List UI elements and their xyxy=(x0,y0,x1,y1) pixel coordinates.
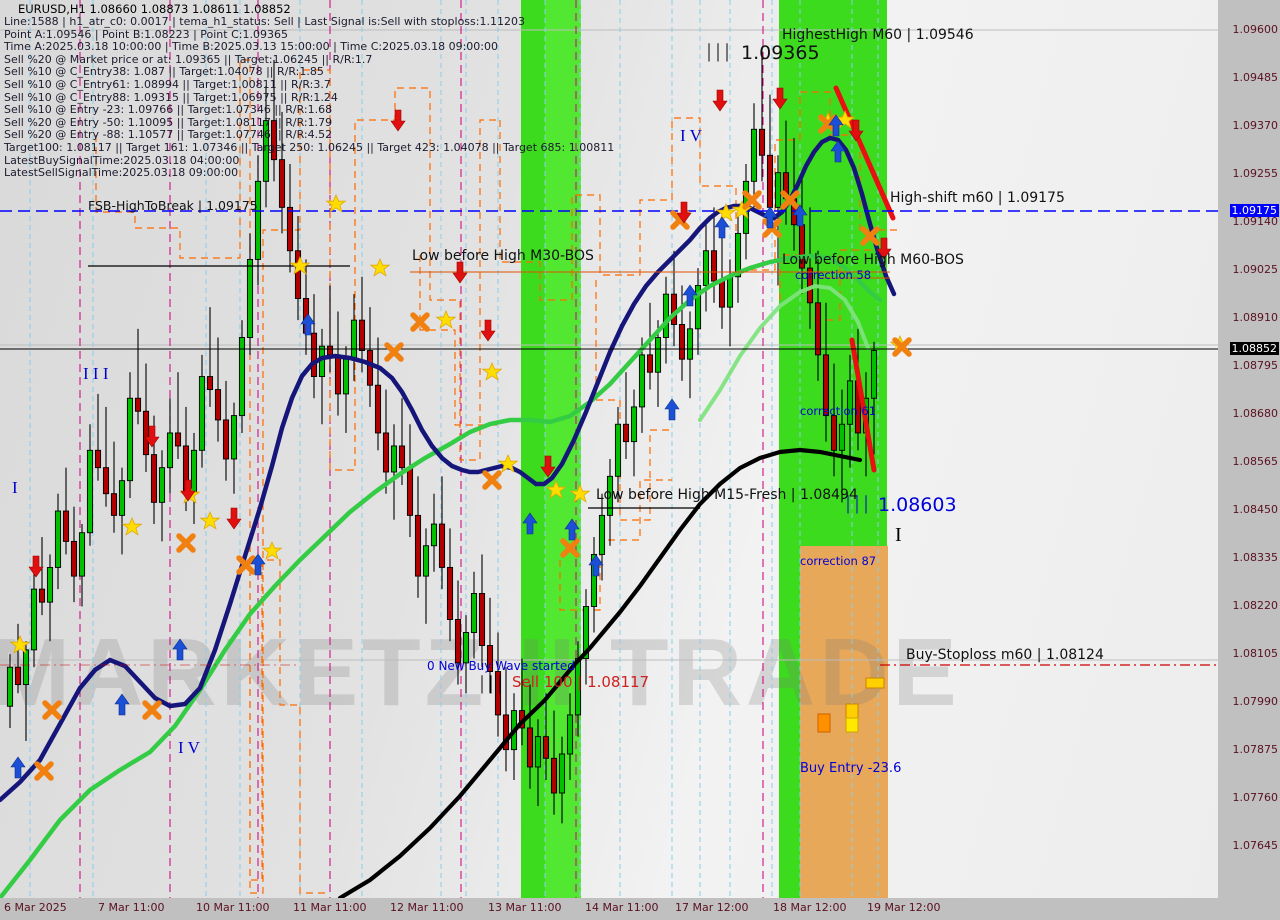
annotation-low-before-high-m60: Low before High M60-BOS xyxy=(782,252,964,268)
annotation-sell-100: Sell 100 | 1.08117 xyxy=(512,673,650,691)
time-tick-9: 19 Mar 12:00 xyxy=(867,901,941,914)
wave-label-3: I V xyxy=(680,126,702,145)
time-tick-3: 11 Mar 11:00 xyxy=(293,901,367,914)
wave-mark-below-price: I xyxy=(895,524,902,546)
price-tick-2: 1.09370 xyxy=(1232,119,1279,132)
annotation-high-shift-m60: High-shift m60 | 1.09175 xyxy=(890,190,1065,206)
annotation-fsb-high-to-break: FSB-HighToBreak | 1.09175 xyxy=(88,198,258,213)
wave-label-0: I xyxy=(12,478,18,497)
time-tick-2: 10 Mar 11:00 xyxy=(196,901,270,914)
wave-label-1: I I I xyxy=(83,364,109,383)
candlestick-series xyxy=(6,46,878,824)
time-tick-0: 6 Mar 2025 xyxy=(4,901,67,914)
annotation-buy-stoploss-m60: Buy-Stoploss m60 | 1.08124 xyxy=(906,647,1104,663)
time-tick-4: 12 Mar 11:00 xyxy=(390,901,464,914)
session-separators xyxy=(79,0,764,898)
price-tick-0: 1.09600 xyxy=(1232,23,1279,36)
ma-secondary-lightgreen xyxy=(698,283,870,422)
price-tick-9: 1.08565 xyxy=(1232,455,1279,468)
position-boxes xyxy=(817,677,885,733)
ma-slow-green xyxy=(0,253,883,898)
ma-long-black xyxy=(337,447,863,898)
price-tick-1: 1.09485 xyxy=(1232,71,1279,84)
bid-price-label: 1.09175 xyxy=(1229,204,1279,217)
price-tick-14: 1.07990 xyxy=(1232,695,1279,708)
wave-mark-point-c: | | | xyxy=(707,40,730,62)
annotation-low-before-high-m30: Low before High M30-BOS xyxy=(412,248,594,264)
price-tick-4: 1.09140 xyxy=(1232,215,1279,228)
price-tick-6: 1.08910 xyxy=(1232,311,1279,324)
annotation-current-price: 1.08603 xyxy=(878,494,957,516)
annotation-point-c-price: 1.09365 xyxy=(741,42,820,64)
annotation-correction-58: correction 58 xyxy=(795,268,872,282)
wave-label-2: I V xyxy=(178,738,200,757)
price-tick-13: 1.08105 xyxy=(1232,647,1279,660)
annotation-correction-61: correction 61 xyxy=(800,404,877,418)
annotation-low-before-high-m15: Low before High M15-Fresh | 1.08494 xyxy=(596,487,858,503)
horizontal-gridlines xyxy=(0,29,1218,661)
day-separators xyxy=(29,0,879,898)
wave-mark-sell: | | | xyxy=(480,672,503,694)
price-tick-10: 1.08450 xyxy=(1232,503,1279,516)
annotation-buy-entry: Buy Entry -23.6 xyxy=(800,761,902,776)
price-axis[interactable]: 1.09600 1.09485 1.09370 1.09255 1.09140 … xyxy=(1218,0,1280,898)
annotation-highest-high: HighestHigh M60 | 1.09546 xyxy=(782,27,974,43)
price-tick-11: 1.08335 xyxy=(1232,551,1279,564)
ask-price-label: 1.08852 xyxy=(1229,342,1279,355)
annotation-new-buy-wave: 0 New Buy Wave started xyxy=(427,659,575,673)
chart-vector-layer xyxy=(0,0,1218,898)
envelope-lower xyxy=(249,255,672,894)
band-orange-zone xyxy=(800,546,888,898)
price-tick-12: 1.08220 xyxy=(1232,599,1279,612)
time-tick-6: 14 Mar 11:00 xyxy=(585,901,659,914)
price-tick-15: 1.07875 xyxy=(1232,743,1279,756)
time-tick-1: 7 Mar 11:00 xyxy=(98,901,165,914)
time-tick-5: 13 Mar 11:00 xyxy=(488,901,562,914)
trendline-red-group xyxy=(833,85,896,473)
price-tick-16: 1.07760 xyxy=(1232,791,1279,804)
time-tick-7: 17 Mar 12:00 xyxy=(675,901,749,914)
price-tick-5: 1.09025 xyxy=(1232,263,1279,276)
price-tick-3: 1.09255 xyxy=(1232,167,1279,180)
chart-plot-area[interactable]: MARKETZ II TRADE xyxy=(0,0,1219,898)
annotation-correction-87: correction 87 xyxy=(800,554,877,568)
price-tick-7: 1.08795 xyxy=(1232,359,1279,372)
ma-fast-navy xyxy=(0,135,897,803)
price-tick-8: 1.08680 xyxy=(1232,407,1279,420)
bos-level-lines xyxy=(410,271,890,279)
price-tick-17: 1.07645 xyxy=(1232,839,1279,852)
wave-mark-current-price: | | | xyxy=(846,492,869,514)
band-green-zone-1b xyxy=(545,0,581,898)
time-axis[interactable]: 6 Mar 2025 7 Mar 11:00 10 Mar 11:00 11 M… xyxy=(0,898,1280,920)
time-tick-8: 18 Mar 12:00 xyxy=(773,901,847,914)
